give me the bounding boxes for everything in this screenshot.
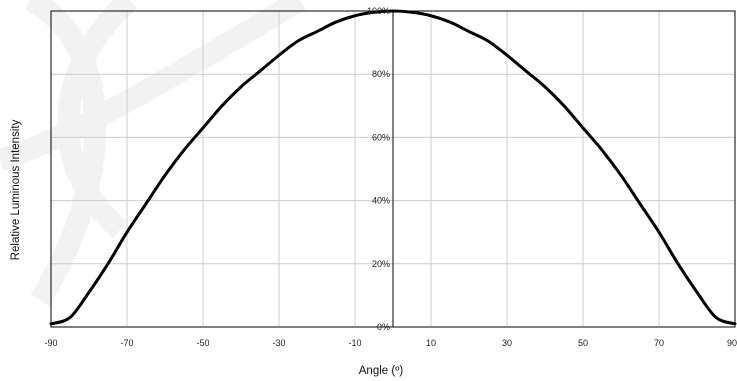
x-tick-label: 50 — [578, 338, 588, 348]
x-tick-label: 10 — [426, 338, 436, 348]
watermark-arc-3 — [0, 0, 306, 171]
y-tick-label: 80% — [372, 69, 390, 79]
y-axis-title: Relative Luminous Intensity — [10, 119, 22, 260]
intensity-curve — [49, 9, 737, 326]
x-tick-label: 90 — [727, 338, 737, 348]
y-tick-label: 0% — [377, 322, 390, 332]
watermark-arc-2 — [57, 0, 138, 239]
x-tick-label: 70 — [654, 338, 664, 348]
axes — [50, 10, 736, 328]
x-tick-label: -50 — [196, 338, 209, 348]
y-tick-label: 60% — [372, 132, 390, 142]
x-tick-label: -70 — [120, 338, 133, 348]
x-tick-labels: -90 -70 -50 -30 -10 10 30 50 70 90 — [44, 338, 737, 348]
y-tick-label: 40% — [372, 196, 390, 206]
watermark-logo — [0, 0, 306, 306]
x-axis-title: Angle (º) — [359, 365, 404, 377]
y-tick-label: 20% — [372, 259, 390, 269]
x-tick-label: -10 — [348, 338, 361, 348]
y-tick-labels: 0% 20% 40% 60% 80% 100% — [367, 6, 390, 332]
x-tick-label: 30 — [502, 338, 512, 348]
series-layer — [49, 9, 737, 326]
x-tick-label: -90 — [44, 338, 57, 348]
y-tick-label: 100% — [367, 6, 390, 16]
x-tick-label: -30 — [272, 338, 285, 348]
